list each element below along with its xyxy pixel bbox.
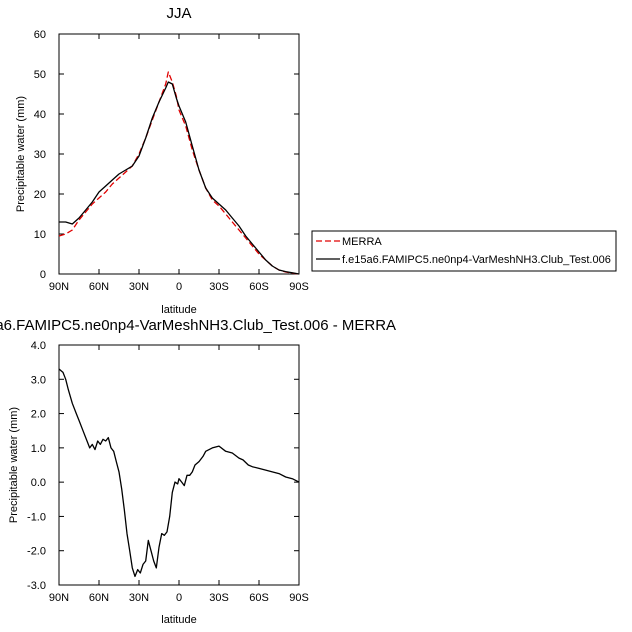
bottom-y-tick-label: 3.0 (31, 374, 46, 386)
bottom-y-tick-label: 4.0 (31, 340, 46, 352)
legend-label-merra: MERRA (342, 236, 382, 248)
bottom-y-tick-label: -2.0 (27, 546, 46, 558)
top-y-tick-label: 30 (34, 149, 46, 161)
bottom-y-tick-label: -3.0 (27, 580, 46, 592)
bottom-x-tick-label: 90S (289, 592, 309, 604)
top-series-line-1 (59, 81, 300, 275)
bottom-x-tick-label: 30S (209, 592, 229, 604)
top-chart-title: JJA (166, 5, 191, 22)
bottom-chart: f.e15a6.FAMIPC5.ne0np4-VarMeshNH3.Club_T… (0, 317, 396, 626)
top-x-tick-label: 30S (209, 281, 229, 293)
legend: MERRA f.e15a6.FAMIPC5.ne0np4-VarMeshNH3.… (311, 230, 617, 272)
top-y-axis-label: Precipitable water (mm) (15, 96, 27, 212)
top-series-line-0 (58, 71, 300, 275)
bottom-y-tick-label: 1.0 (31, 443, 46, 455)
top-x-tick-label: 30N (129, 281, 149, 293)
bottom-x-axis-label: latitude (161, 614, 196, 626)
bottom-x-tick-label: 30N (129, 592, 149, 604)
top-y-tick-label: 40 (34, 109, 46, 121)
top-x-tick-label: 60S (249, 281, 269, 293)
bottom-y-axis-label: Precipitable water (mm) (8, 407, 20, 523)
bottom-x-tick-label: 90N (49, 592, 69, 604)
bottom-series-line-0 (58, 368, 300, 578)
legend-label-model: f.e15a6.FAMIPC5.ne0np4-VarMeshNH3.Club_T… (342, 254, 611, 266)
bottom-chart-title: f.e15a6.FAMIPC5.ne0np4-VarMeshNH3.Club_T… (0, 317, 396, 334)
top-plot-frame (58, 33, 300, 275)
top-y-tick-label: 0 (40, 269, 46, 281)
bottom-plot-frame (58, 344, 300, 586)
bottom-y-tick-label: 0.0 (31, 477, 46, 489)
top-x-tick-label: 90S (289, 281, 309, 293)
top-y-tick-label: 10 (34, 229, 46, 241)
top-x-axis-label: latitude (161, 304, 196, 316)
bottom-y-tick-label: -1.0 (27, 511, 46, 523)
legend-frame (311, 230, 617, 272)
top-y-tick-label: 60 (34, 29, 46, 41)
top-x-tick-label: 90N (49, 281, 69, 293)
top-chart: JJA 90N 60N 30N 0 30S 60S 90S 0 10 20 30 40 50 60 lat… (15, 5, 309, 316)
top-x-tick-label: 0 (176, 281, 182, 293)
top-y-tick-label: 50 (34, 69, 46, 81)
top-x-tick-label: 60N (89, 281, 109, 293)
bottom-y-tick-label: 2.0 (31, 409, 46, 421)
bottom-x-tick-label: 60N (89, 592, 109, 604)
bottom-x-tick-label: 60S (249, 592, 269, 604)
top-y-tick-label: 20 (34, 189, 46, 201)
bottom-x-tick-label: 0 (176, 592, 182, 604)
